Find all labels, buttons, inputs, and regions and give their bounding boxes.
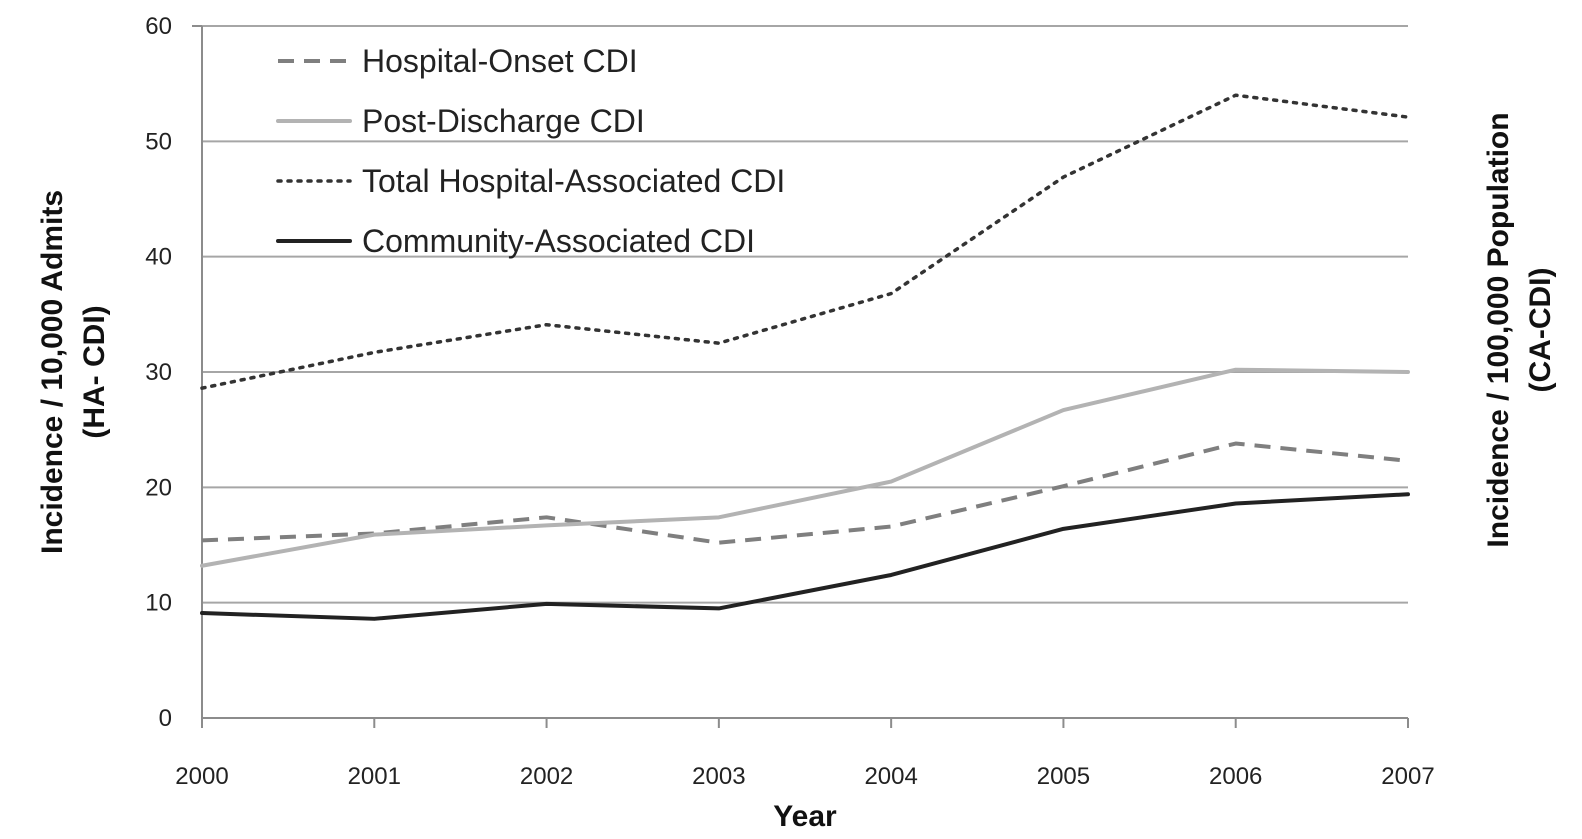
series-point [718, 542, 719, 543]
x-tick-label: 2002 [520, 763, 573, 790]
series-line-2 [200, 93, 1410, 390]
x-tick-label: 2006 [1209, 763, 1262, 790]
y-axis-title-right: Incidence / 100,000 Population (CA-CDI) [1482, 112, 1557, 547]
x-tick-label: 2004 [864, 763, 917, 790]
legend-label: Total Hospital-Associated CDI [362, 163, 785, 199]
gridlines [202, 25, 1408, 604]
x-axis-title: Year [773, 800, 837, 833]
series-lines [200, 93, 1410, 621]
series-point [1408, 460, 1409, 461]
series-line-3 [200, 492, 1410, 621]
legend-label: Hospital-Onset CDI [362, 43, 638, 79]
y-tick-label: 40 [145, 244, 172, 271]
y-tick-label: 50 [145, 128, 172, 155]
y-axis-title-right-line: (CA-CDI) [1524, 268, 1557, 393]
legend: Hospital-Onset CDI Post-Discharge CDI Tota… [276, 43, 785, 259]
x-tick-label: 2000 [175, 763, 228, 790]
y-tick-label: 20 [145, 474, 172, 501]
y-axis-title-left-line: Incidence / 10,000 Admits [36, 190, 69, 554]
axes: 0 10 20 30 40 50 60 2000 2001 2002 2003 2004 2005 200… [145, 13, 1434, 790]
x-tick-label: 2005 [1037, 763, 1090, 790]
series-point [374, 352, 375, 353]
series-line-1 [200, 367, 1410, 568]
y-axis-title-left-line: (HA- CDI) [78, 305, 111, 438]
series-point [891, 526, 892, 527]
x-tick-label: 2003 [692, 763, 745, 790]
x-tick-label: 2007 [1381, 763, 1434, 790]
y-axis-title-right-line: Incidence / 100,000 Population [1482, 112, 1515, 547]
y-tick-label: 0 [159, 705, 172, 732]
series-point [1408, 117, 1409, 118]
y-tick-label: 10 [145, 590, 172, 617]
legend-label: Community-Associated CDI [362, 223, 755, 259]
y-tick-label: 60 [145, 13, 172, 40]
y-axis-title-left: Incidence / 10,000 Admits (HA- CDI) [36, 190, 111, 554]
series-line-0 [201, 441, 1409, 545]
x-tick-label: 2001 [348, 763, 401, 790]
legend-label: Post-Discharge CDI [362, 103, 645, 139]
y-tick-label: 30 [145, 359, 172, 386]
